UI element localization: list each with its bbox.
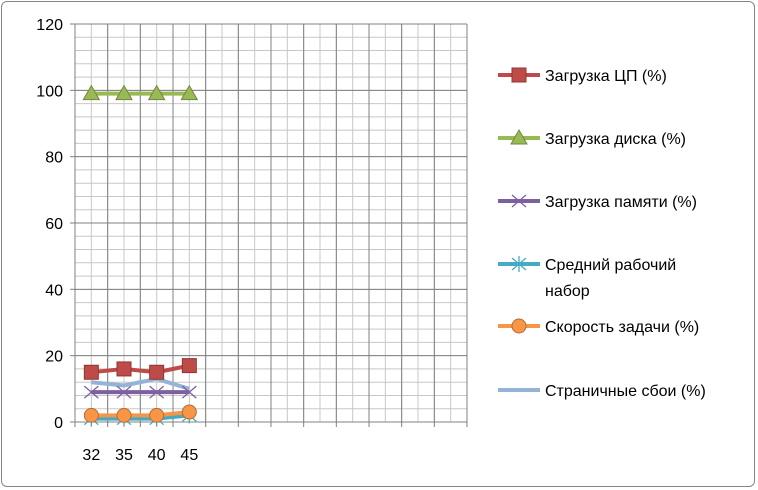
data-point [149,407,165,423]
data-point [180,84,199,101]
y-tick-label: 40 [45,282,63,299]
series-2 [82,84,199,101]
data-point [83,385,99,399]
legend-marker [511,318,527,334]
legend-label: Средний рабочий набор [545,257,676,300]
legend-item: Скорость задачи (%) [498,318,699,336]
y-tick-label: 20 [45,349,63,366]
y-tick-label: 60 [45,216,63,233]
legend-label: Загрузка диска (%) [545,131,686,148]
legend-label: Загрузка ЦП (%) [545,68,667,85]
legend-marker [510,128,528,145]
legend-item: Загрузка памяти (%) [498,194,697,211]
legend-marker [511,194,527,208]
legend-marker [511,67,527,83]
data-point [82,84,101,101]
legend-item: Загрузка ЦП (%) [498,67,667,85]
data-point [149,385,165,399]
y-tick-label: 100 [36,83,63,100]
series-3 [83,385,197,399]
series-line [91,376,190,391]
y-tick-label: 120 [36,17,63,34]
x-tick-label: 45 [180,447,198,464]
data-point [115,84,133,101]
data-point [181,358,197,374]
data-point [116,361,132,377]
x-tick-label: 32 [82,447,100,464]
series-1 [83,358,197,380]
data-point [83,364,99,380]
x-tick-label: 35 [115,447,133,464]
legend-label: Скорость задачи (%) [545,319,699,336]
series-5 [83,404,197,423]
data-point [116,407,132,423]
series-line [91,363,190,375]
series-6 [91,376,190,391]
x-tick-label: 40 [148,447,166,464]
data-point [147,84,166,101]
data-point [83,407,99,423]
legend-label: Загрузка памяти (%) [545,194,697,211]
legend-label: Страничные сбои (%) [545,383,706,400]
series-line [91,410,190,418]
data-point [116,385,132,399]
legend-marker [511,256,527,272]
data-point [149,364,165,380]
data-point [181,385,197,399]
y-tick-label: 80 [45,150,63,167]
legend: Загрузка ЦП (%) Загрузка диска (%) Загрузк… [498,67,706,400]
series-line [91,413,190,421]
gridlines [74,23,468,423]
legend-item: Загрузка диска (%) [498,128,686,148]
legend-item: Средний рабочий набор [498,256,676,300]
y-tick-label: 0 [54,415,63,432]
legend-item: Страничные сбои (%) [498,383,706,400]
data-point [181,404,197,420]
